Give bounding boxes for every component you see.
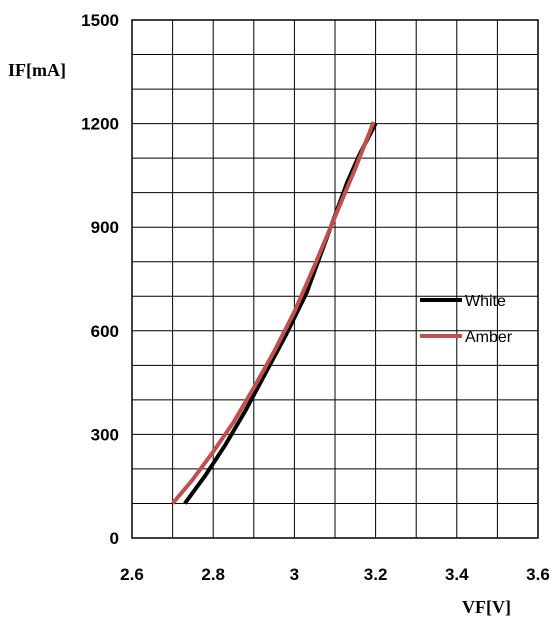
- x-tick-label: 3.6: [526, 565, 550, 584]
- legend: White Amber: [420, 293, 513, 346]
- y-tick-label: 300: [91, 425, 119, 444]
- x-tick-label: 3.2: [364, 565, 388, 584]
- x-tick-label: 3: [290, 565, 299, 584]
- grid: [131, 19, 539, 539]
- legend-label-amber: Amber: [465, 329, 513, 346]
- y-tick-label: 900: [91, 218, 119, 237]
- x-tick-label: 2.6: [120, 565, 144, 584]
- series-layer: [171, 121, 378, 505]
- x-tick-label: 3.4: [445, 565, 469, 584]
- x-tick-labels: 2.6 2.8 3 3.2 3.4 3.6: [120, 565, 550, 584]
- y-tick-label: 1200: [81, 115, 119, 134]
- y-tick-label: 0: [110, 529, 119, 548]
- series-line-amber: [171, 121, 376, 505]
- x-tick-label: 2.8: [201, 565, 225, 584]
- x-axis-label: VF[V]: [462, 597, 511, 617]
- legend-label-white: White: [465, 293, 506, 310]
- plot-border: [131, 19, 539, 539]
- y-tick-label: 600: [91, 322, 119, 341]
- y-tick-labels: 0 300 600 900 1200 1500: [81, 11, 119, 548]
- y-tick-label: 1500: [81, 11, 119, 30]
- y-axis-label: IF[mA]: [8, 60, 66, 80]
